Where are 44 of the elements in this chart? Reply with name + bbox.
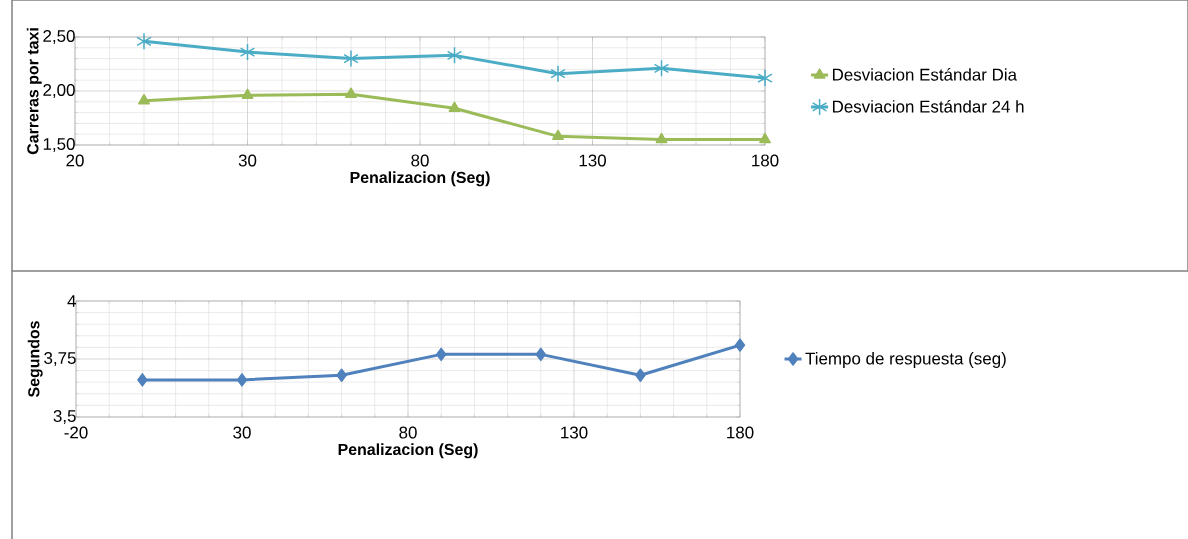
x-tick-label: 180 bbox=[752, 154, 779, 167]
x-tick-label: 80 bbox=[399, 426, 417, 439]
x-tick-label: 130 bbox=[579, 154, 606, 167]
y-tick-label: 2,00 bbox=[43, 84, 75, 98]
y-tick-label: 2,50 bbox=[43, 30, 75, 44]
x-tick-label: 80 bbox=[411, 154, 429, 167]
y-axis-title: Carreras por taxi bbox=[26, 28, 42, 155]
y-tick-label: 4 bbox=[67, 295, 76, 307]
point bbox=[345, 87, 357, 98]
point bbox=[448, 101, 461, 113]
point bbox=[552, 129, 564, 141]
point bbox=[138, 93, 150, 105]
legend-label: Desviacion Estándar Dia bbox=[832, 68, 1018, 81]
x-tick-label: 180 bbox=[727, 426, 754, 439]
point bbox=[137, 373, 148, 387]
point bbox=[343, 49, 359, 68]
x-tick-label: 20 bbox=[66, 154, 84, 167]
x-axis-title: Penalizacion (Seg) bbox=[350, 171, 490, 187]
legend-label: Tiempo de respuesta (seg) bbox=[805, 352, 1006, 368]
x-tick-label: 30 bbox=[233, 426, 251, 439]
point bbox=[435, 347, 447, 362]
y-axis-title: Segundos bbox=[27, 321, 43, 398]
point bbox=[241, 88, 254, 100]
point bbox=[653, 59, 670, 78]
point bbox=[136, 32, 152, 51]
point bbox=[757, 69, 773, 87]
point bbox=[535, 347, 547, 362]
point bbox=[239, 43, 256, 61]
point bbox=[236, 373, 248, 387]
x-tick-label: -20 bbox=[64, 426, 88, 439]
x-axis-title: Penalizacion (Seg) bbox=[338, 443, 478, 459]
point bbox=[336, 368, 347, 382]
y-tick-label: 3,5 bbox=[53, 410, 76, 424]
point bbox=[655, 132, 668, 144]
point bbox=[550, 64, 566, 83]
legend-label: Desviacion Estándar 24 h bbox=[832, 99, 1024, 113]
point bbox=[635, 368, 646, 382]
x-tick-label: 130 bbox=[561, 426, 588, 439]
y-tick-label: 1,50 bbox=[43, 138, 75, 152]
point bbox=[759, 132, 771, 144]
point bbox=[446, 46, 463, 65]
point bbox=[734, 338, 746, 352]
x-tick-label: 30 bbox=[238, 154, 257, 167]
y-tick-label: 3,75 bbox=[44, 352, 76, 366]
